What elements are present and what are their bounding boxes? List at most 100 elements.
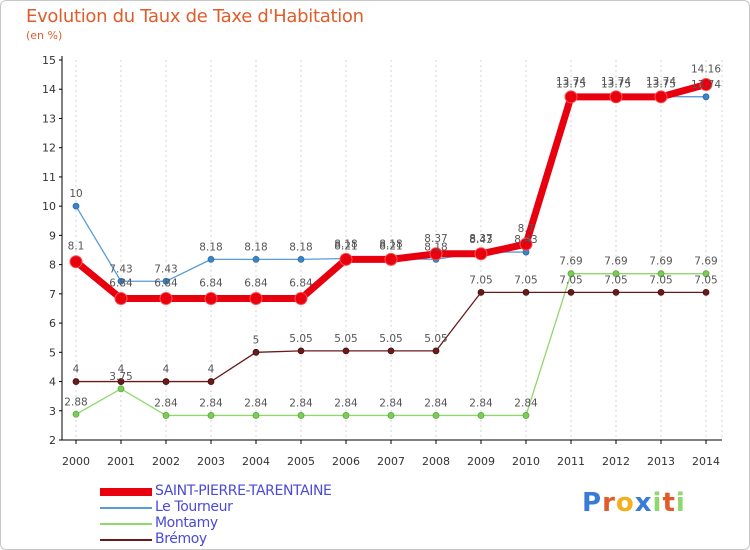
proxiti-logo: Proxiti: [582, 488, 686, 518]
y-tick-label: 11: [42, 171, 56, 184]
legend-label: SAINT-PIERRE-TARENTAINE: [155, 483, 332, 499]
y-tick-label: 5: [49, 346, 56, 359]
x-tick-label: 2007: [377, 455, 405, 468]
data-label: 2.84: [244, 397, 268, 409]
data-label: 7.69: [604, 256, 627, 268]
data-label: 8.43: [514, 234, 537, 246]
data-point: [429, 247, 443, 261]
logo-letter: o: [615, 488, 635, 518]
data-label: 7.69: [694, 256, 717, 268]
logo-letter: P: [582, 488, 603, 518]
data-label: 6.84: [154, 278, 178, 290]
x-tick-label: 2010: [512, 455, 540, 468]
data-point: [702, 270, 710, 278]
data-label: 2.84: [469, 397, 493, 409]
legend-label: Le Tourneur: [155, 499, 233, 515]
data-label: 8.21: [334, 240, 357, 252]
data-point: [207, 412, 215, 419]
data-label: 13.74: [601, 76, 631, 88]
data-label: 5: [253, 334, 260, 346]
x-tick-label: 2008: [422, 455, 450, 468]
data-label: 7.05: [649, 274, 672, 286]
data-point: [339, 252, 353, 266]
logo-letter: x: [634, 488, 653, 518]
data-point: [384, 252, 398, 266]
data-label: 7.05: [604, 274, 627, 286]
legend-label: Montamy: [155, 515, 218, 531]
data-label: 2.84: [289, 397, 313, 409]
y-tick-label: 3: [49, 405, 56, 418]
data-label: 8.21: [379, 240, 402, 252]
data-point: [519, 237, 533, 251]
data-label: 2.84: [514, 397, 538, 409]
x-tick-label: 2004: [242, 455, 270, 468]
data-point: [72, 410, 80, 418]
data-label: 14.16: [691, 64, 721, 76]
data-label: 13.75: [601, 79, 631, 91]
data-point: [432, 412, 440, 419]
data-point: [342, 412, 350, 419]
data-label: 8.18: [334, 238, 357, 250]
data-label: 4: [163, 364, 170, 376]
x-tick-label: 2001: [107, 455, 135, 468]
data-point: [117, 378, 125, 385]
data-label: 4: [73, 364, 80, 376]
data-point: [207, 378, 215, 385]
data-label: 2.84: [424, 397, 448, 409]
unit-label: (en %): [26, 29, 63, 42]
y-tick-label: 14: [42, 83, 56, 96]
data-label: 5.05: [424, 333, 447, 345]
data-label: 7.05: [694, 274, 717, 286]
data-label: 7.05: [514, 274, 537, 286]
data-label: 2.88: [64, 396, 87, 408]
x-tick-label: 2006: [332, 455, 360, 468]
data-label: 4: [118, 364, 125, 376]
data-point: [567, 270, 575, 278]
data-point: [657, 270, 665, 278]
legend-swatch: [100, 488, 152, 496]
data-label: 7.69: [559, 256, 582, 268]
data-label: 6.84: [109, 278, 133, 290]
data-point: [297, 347, 305, 355]
data-point: [159, 292, 173, 306]
data-point: [522, 288, 530, 296]
data-point: [699, 78, 713, 92]
data-point: [657, 288, 665, 296]
data-label: 13.74: [556, 76, 586, 88]
data-label: 8.18: [379, 238, 402, 250]
data-point: [72, 378, 80, 385]
logo-letter: t: [662, 488, 676, 518]
data-label: 8.37: [424, 233, 447, 245]
data-label: 13.74: [646, 76, 676, 88]
y-tick-label: 7: [49, 288, 56, 301]
data-label: 7.05: [559, 274, 582, 286]
data-point: [567, 288, 575, 296]
data-point: [609, 90, 623, 104]
data-point: [204, 292, 218, 306]
x-tick-label: 2012: [602, 455, 630, 468]
logo-letter: i: [652, 488, 663, 518]
x-tick-label: 2002: [152, 455, 180, 468]
data-point: [249, 292, 263, 306]
data-label: 6.84: [244, 278, 268, 290]
data-label: 8.1: [68, 241, 85, 253]
data-point: [117, 277, 125, 285]
data-point: [297, 412, 305, 419]
data-point: [117, 385, 125, 393]
x-tick-label: 2013: [647, 455, 675, 468]
y-tick-label: 15: [42, 54, 56, 67]
data-point: [654, 90, 668, 104]
data-point: [252, 348, 260, 356]
data-label: 5.05: [379, 333, 402, 345]
x-tick-label: 2011: [557, 455, 585, 468]
data-point: [252, 412, 260, 419]
data-label: 5.05: [289, 333, 312, 345]
data-label: 8.18: [289, 241, 312, 253]
data-point: [387, 412, 395, 419]
chart-title: Evolution du Taux de Taxe d'Habitation: [26, 6, 364, 27]
data-point: [114, 292, 128, 306]
data-label: 2.84: [199, 397, 223, 409]
x-tick-label: 2005: [287, 455, 315, 468]
y-tick-label: 12: [42, 142, 56, 155]
data-label: 6.84: [199, 278, 223, 290]
